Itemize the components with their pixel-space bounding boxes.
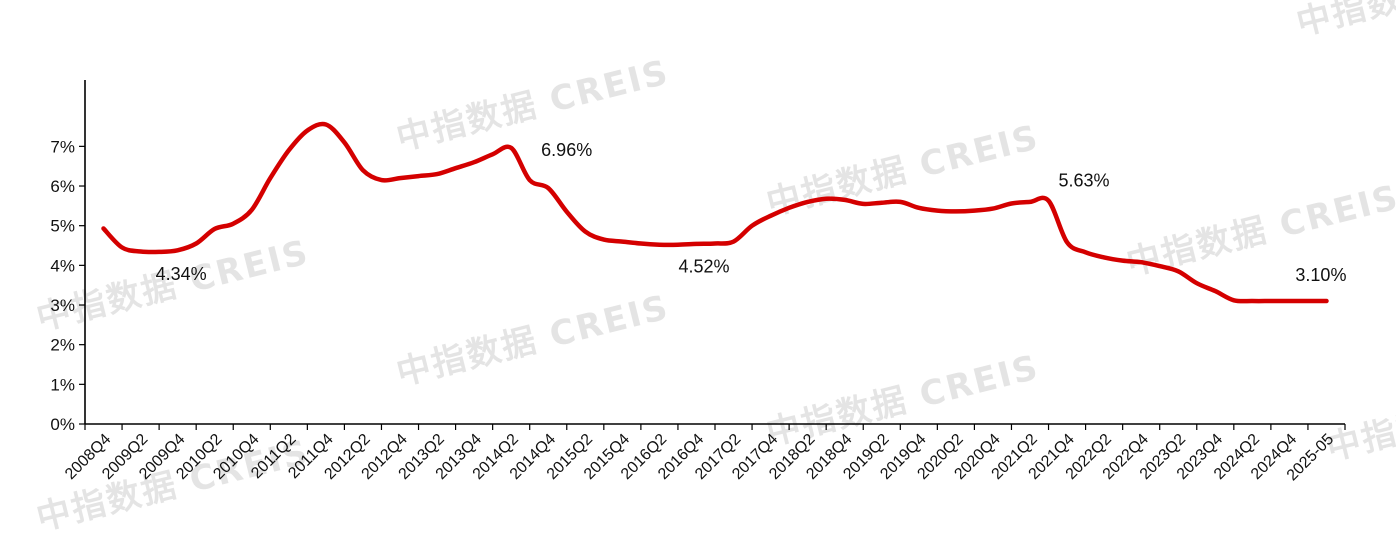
y-tick-label: 3%: [50, 296, 75, 315]
y-tick-label: 4%: [50, 256, 75, 275]
data-label: 5.63%: [1059, 171, 1110, 191]
y-tick-label: 2%: [50, 336, 75, 355]
series-line: [101, 121, 1329, 304]
data-label: 3.10%: [1295, 265, 1346, 285]
watermark-text: 中指数据 CREIS: [393, 287, 674, 393]
plot-area: [101, 121, 1329, 304]
y-tick-label: 1%: [50, 375, 75, 394]
y-tick-label: 0%: [50, 415, 75, 434]
watermark-text: 中指数据 CREIS: [1293, 0, 1396, 44]
y-tick-label: 7%: [50, 137, 75, 156]
y-tick-label: 5%: [50, 217, 75, 236]
data-label: 4.52%: [678, 257, 729, 277]
annotation-layer: 4.34% 6.96% 4.52% 5.63% 3.10%: [156, 140, 1347, 285]
data-label: 4.34%: [156, 264, 207, 284]
watermark-text: 中指数据 CREIS: [33, 232, 314, 338]
watermark-text: 中指数据 CREIS: [1323, 362, 1396, 468]
data-label: 6.96%: [541, 140, 592, 160]
watermark-text: 中指数据 CREIS: [393, 52, 674, 158]
y-tick-label: 6%: [50, 177, 75, 196]
